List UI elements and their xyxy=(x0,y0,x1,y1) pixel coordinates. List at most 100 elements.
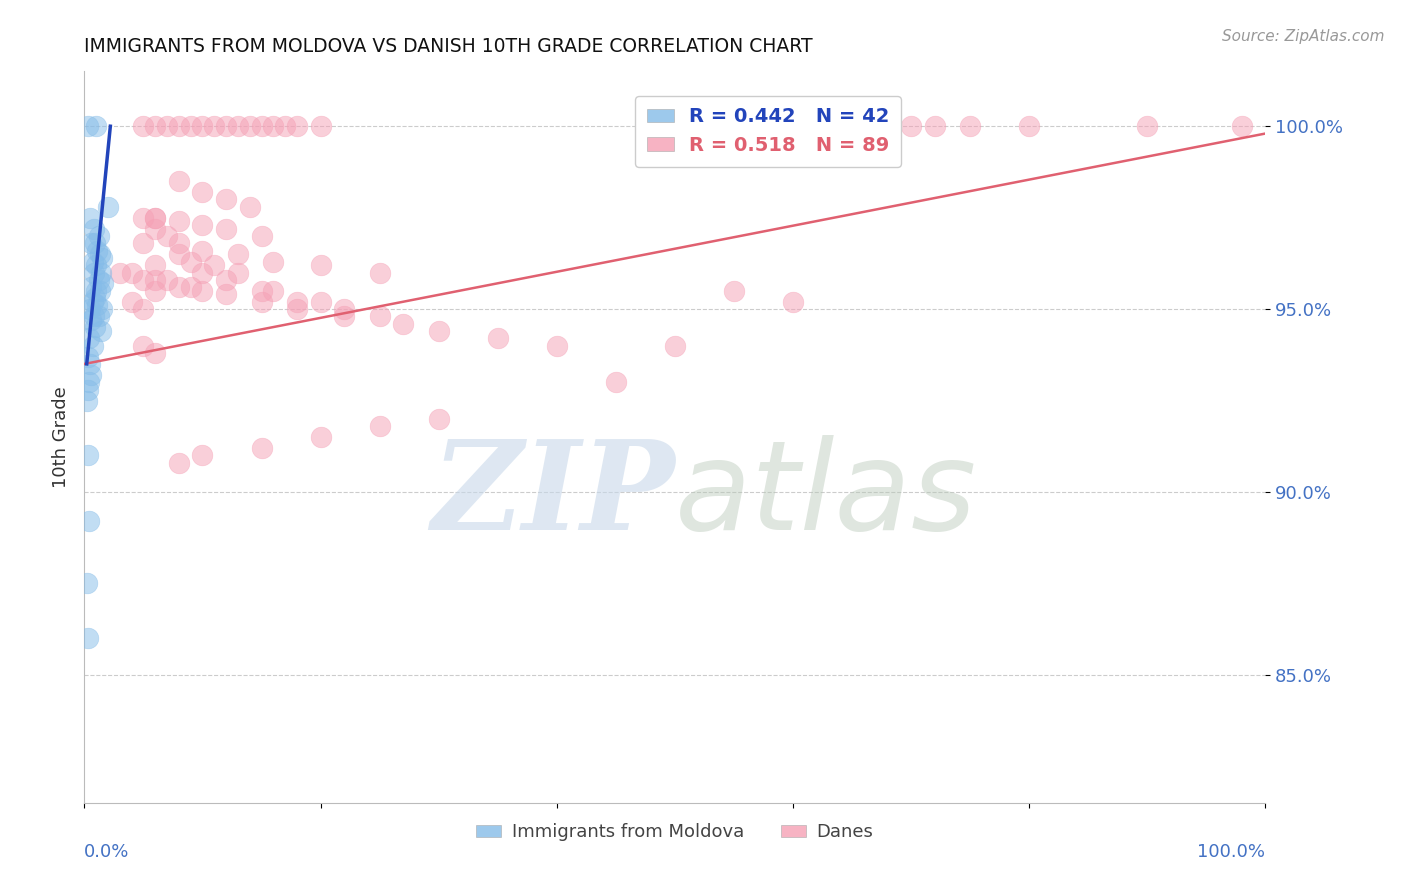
Point xyxy=(91,251,114,265)
Point xyxy=(87,228,110,243)
Point xyxy=(309,258,332,272)
Point xyxy=(215,287,238,301)
Point xyxy=(143,284,166,298)
Point xyxy=(723,284,745,298)
Point xyxy=(83,265,105,279)
Point xyxy=(143,211,166,225)
Point xyxy=(77,632,100,646)
Point xyxy=(82,294,104,309)
Point xyxy=(191,185,214,199)
Point xyxy=(77,375,100,389)
Point xyxy=(77,119,100,133)
Point xyxy=(191,218,214,232)
Point xyxy=(167,247,190,261)
Point xyxy=(79,211,101,225)
Point xyxy=(156,273,179,287)
Point xyxy=(87,273,110,287)
Point xyxy=(309,119,332,133)
Point xyxy=(180,119,202,133)
Point xyxy=(143,221,166,235)
Point xyxy=(250,228,273,243)
Point xyxy=(132,273,155,287)
Point xyxy=(782,119,804,133)
Point xyxy=(226,265,249,279)
Point xyxy=(87,310,110,324)
Text: Source: ZipAtlas.com: Source: ZipAtlas.com xyxy=(1222,29,1385,44)
Point xyxy=(79,301,101,317)
Point xyxy=(77,448,100,462)
Point xyxy=(427,324,450,338)
Point xyxy=(83,221,105,235)
Point xyxy=(84,284,107,298)
Point xyxy=(156,119,179,133)
Point xyxy=(90,324,112,338)
Point xyxy=(121,265,143,279)
Point xyxy=(202,258,225,272)
Point xyxy=(191,265,214,279)
Point xyxy=(132,236,155,251)
Point xyxy=(368,419,391,434)
Point xyxy=(262,284,284,298)
Point xyxy=(274,119,297,133)
Point xyxy=(191,448,214,462)
Point xyxy=(392,317,415,331)
Point xyxy=(285,301,308,317)
Point xyxy=(167,280,190,294)
Point xyxy=(262,254,284,268)
Point xyxy=(80,313,103,327)
Point xyxy=(97,200,120,214)
Point xyxy=(86,244,108,258)
Point xyxy=(262,119,284,133)
Point xyxy=(80,280,103,294)
Point xyxy=(250,294,273,309)
Point xyxy=(84,291,107,305)
Point xyxy=(1018,119,1040,133)
Point xyxy=(1136,119,1159,133)
Point xyxy=(427,411,450,425)
Point xyxy=(841,119,863,133)
Point xyxy=(546,339,568,353)
Point xyxy=(226,119,249,133)
Point xyxy=(167,214,190,228)
Point xyxy=(143,273,166,287)
Text: IMMIGRANTS FROM MOLDOVA VS DANISH 10TH GRADE CORRELATION CHART: IMMIGRANTS FROM MOLDOVA VS DANISH 10TH G… xyxy=(84,37,813,56)
Point xyxy=(82,339,104,353)
Point xyxy=(77,350,100,364)
Point xyxy=(91,277,114,291)
Point xyxy=(80,368,103,382)
Text: 100.0%: 100.0% xyxy=(1198,843,1265,861)
Point xyxy=(84,119,107,133)
Point xyxy=(202,119,225,133)
Point xyxy=(309,294,332,309)
Point xyxy=(89,284,111,298)
Point xyxy=(900,119,922,133)
Point xyxy=(91,301,114,317)
Point xyxy=(143,258,166,272)
Point xyxy=(132,301,155,317)
Point xyxy=(333,310,356,324)
Point xyxy=(486,331,509,345)
Point xyxy=(876,119,898,133)
Point xyxy=(80,236,103,251)
Point xyxy=(215,273,238,287)
Point xyxy=(1230,119,1253,133)
Point xyxy=(89,247,111,261)
Point xyxy=(77,383,100,397)
Point xyxy=(782,294,804,309)
Text: atlas: atlas xyxy=(675,435,977,556)
Point xyxy=(84,236,107,251)
Point xyxy=(82,254,104,268)
Point xyxy=(76,393,98,408)
Point xyxy=(285,119,308,133)
Point xyxy=(368,310,391,324)
Point xyxy=(167,456,190,470)
Point xyxy=(250,441,273,455)
Point xyxy=(191,284,214,298)
Point xyxy=(239,119,262,133)
Point xyxy=(723,119,745,133)
Legend: Immigrants from Moldova, Danes: Immigrants from Moldova, Danes xyxy=(470,816,880,848)
Point xyxy=(215,193,238,207)
Point xyxy=(250,284,273,298)
Point xyxy=(83,310,105,324)
Point xyxy=(664,339,686,353)
